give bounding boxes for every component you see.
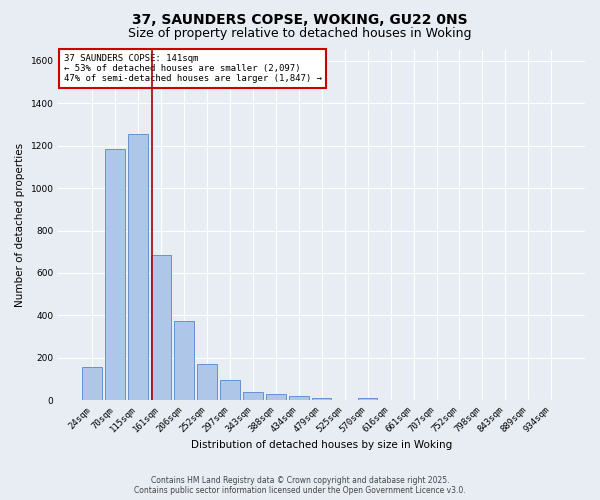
Bar xyxy=(174,321,194,400)
Text: Size of property relative to detached houses in Woking: Size of property relative to detached ho… xyxy=(128,28,472,40)
Bar xyxy=(128,134,148,400)
Bar xyxy=(82,368,102,400)
Bar xyxy=(289,396,308,400)
Bar xyxy=(197,364,217,400)
Text: 37 SAUNDERS COPSE: 141sqm
← 53% of detached houses are smaller (2,097)
47% of se: 37 SAUNDERS COPSE: 141sqm ← 53% of detac… xyxy=(64,54,322,84)
Bar xyxy=(243,392,263,400)
X-axis label: Distribution of detached houses by size in Woking: Distribution of detached houses by size … xyxy=(191,440,452,450)
Bar xyxy=(266,394,286,400)
Y-axis label: Number of detached properties: Number of detached properties xyxy=(15,143,25,308)
Bar xyxy=(358,398,377,400)
Text: 37, SAUNDERS COPSE, WOKING, GU22 0NS: 37, SAUNDERS COPSE, WOKING, GU22 0NS xyxy=(132,12,468,26)
Bar xyxy=(151,255,171,400)
Bar xyxy=(312,398,331,400)
Bar xyxy=(106,149,125,401)
Bar xyxy=(220,380,239,400)
Text: Contains HM Land Registry data © Crown copyright and database right 2025.
Contai: Contains HM Land Registry data © Crown c… xyxy=(134,476,466,495)
